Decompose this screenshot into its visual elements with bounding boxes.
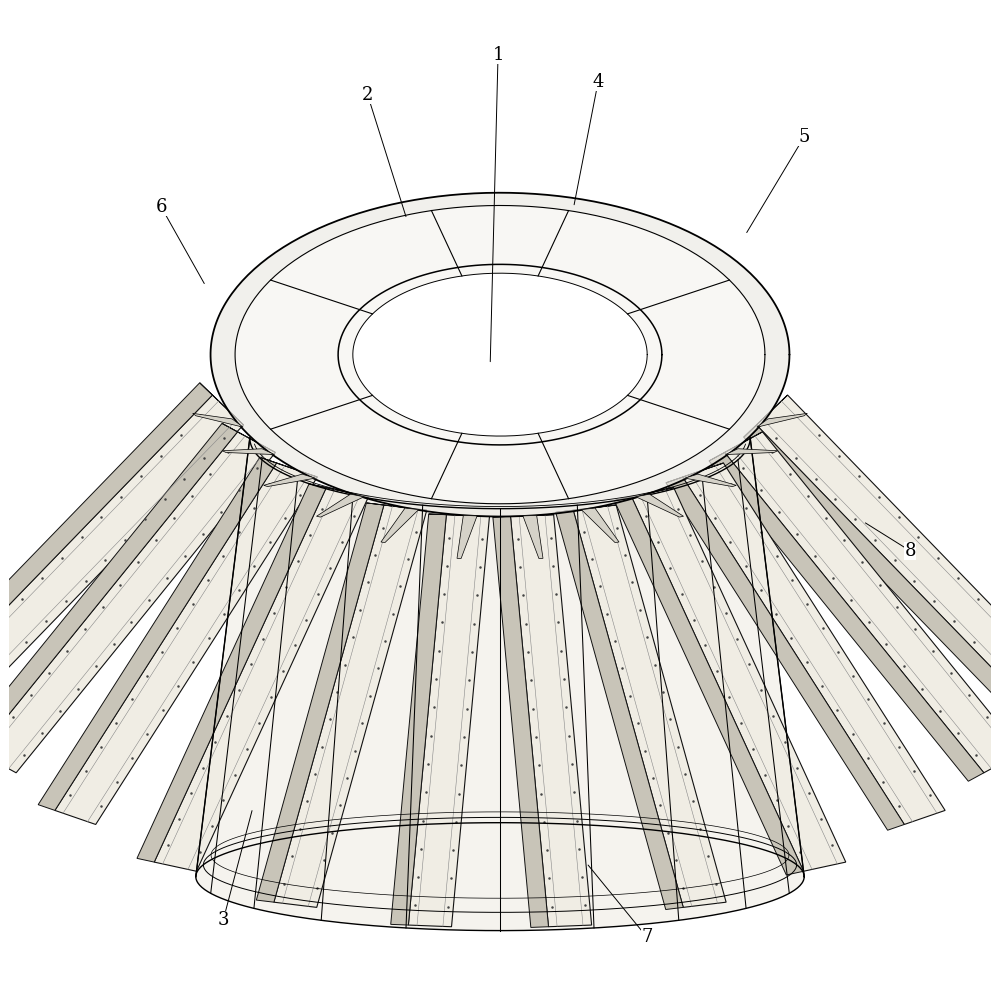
Polygon shape <box>309 484 368 497</box>
Polygon shape <box>0 432 275 772</box>
Polygon shape <box>137 484 326 862</box>
Polygon shape <box>235 206 765 504</box>
Polygon shape <box>523 516 543 559</box>
Polygon shape <box>0 423 238 752</box>
Text: 5: 5 <box>798 128 810 146</box>
Polygon shape <box>222 449 274 455</box>
Text: 1: 1 <box>492 46 504 64</box>
Polygon shape <box>683 463 945 825</box>
Polygon shape <box>0 383 212 691</box>
Polygon shape <box>193 413 243 427</box>
Text: 4: 4 <box>592 73 604 91</box>
Polygon shape <box>581 508 619 542</box>
Polygon shape <box>709 453 984 781</box>
Polygon shape <box>614 497 804 875</box>
Polygon shape <box>573 505 726 907</box>
Polygon shape <box>154 488 368 871</box>
Polygon shape <box>196 438 804 931</box>
Polygon shape <box>200 383 244 425</box>
Polygon shape <box>709 432 762 461</box>
Polygon shape <box>757 413 807 427</box>
Polygon shape <box>260 458 317 477</box>
Polygon shape <box>274 505 427 907</box>
Polygon shape <box>317 494 364 517</box>
Polygon shape <box>366 503 427 511</box>
Polygon shape <box>744 395 788 437</box>
Polygon shape <box>408 515 489 927</box>
Text: 6: 6 <box>156 199 167 216</box>
Text: 8: 8 <box>904 542 916 560</box>
Polygon shape <box>429 514 489 517</box>
Text: 3: 3 <box>218 911 229 929</box>
Polygon shape <box>685 474 736 486</box>
Polygon shape <box>493 517 548 928</box>
Polygon shape <box>725 432 1000 772</box>
Polygon shape <box>222 423 275 453</box>
Polygon shape <box>726 449 778 455</box>
Polygon shape <box>256 503 384 902</box>
Polygon shape <box>636 494 683 517</box>
Polygon shape <box>38 458 277 811</box>
Polygon shape <box>666 477 904 830</box>
Text: 2: 2 <box>362 86 373 103</box>
Polygon shape <box>666 463 723 483</box>
Polygon shape <box>744 425 1000 733</box>
Polygon shape <box>264 474 315 486</box>
Polygon shape <box>756 395 1000 721</box>
Polygon shape <box>556 505 616 513</box>
Polygon shape <box>55 463 317 825</box>
Polygon shape <box>614 488 674 501</box>
Text: 7: 7 <box>641 929 653 947</box>
Polygon shape <box>493 515 554 517</box>
Polygon shape <box>511 515 592 927</box>
Polygon shape <box>632 488 846 871</box>
Polygon shape <box>0 395 244 721</box>
Polygon shape <box>381 508 419 542</box>
Polygon shape <box>457 516 477 559</box>
Polygon shape <box>556 511 683 909</box>
Polygon shape <box>211 193 789 517</box>
Polygon shape <box>391 514 446 925</box>
